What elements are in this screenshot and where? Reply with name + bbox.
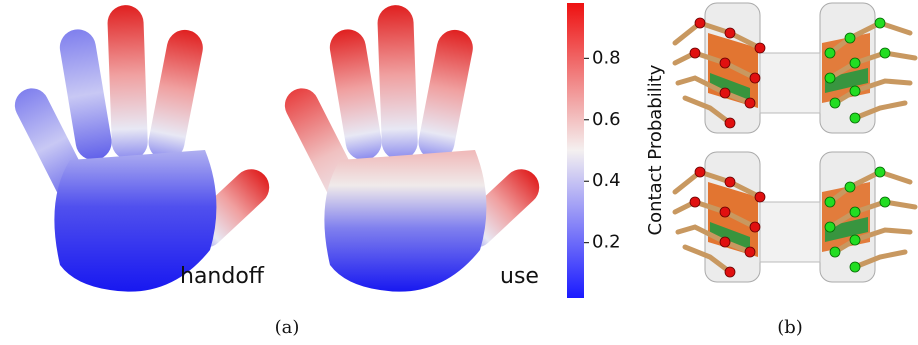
colorbar-label: Contact Probability [645,64,666,235]
hand-handoff [9,4,277,291]
tick-label: 0.6 [592,109,621,130]
figure: handoff use Contact Probability (a) (b) … [0,0,918,345]
tick-label: 0.8 [592,47,621,68]
hand-label: use [500,264,539,289]
colorbar [567,3,584,298]
binoculars-handoff [675,3,915,133]
caption: (b) [777,317,803,338]
tick-label: 0.4 [592,170,621,191]
hand-label: handoff [180,264,265,289]
hand-use [279,4,547,291]
tick-label: 0.2 [592,232,621,253]
binoculars-use [675,152,915,282]
caption: (a) [275,317,300,338]
